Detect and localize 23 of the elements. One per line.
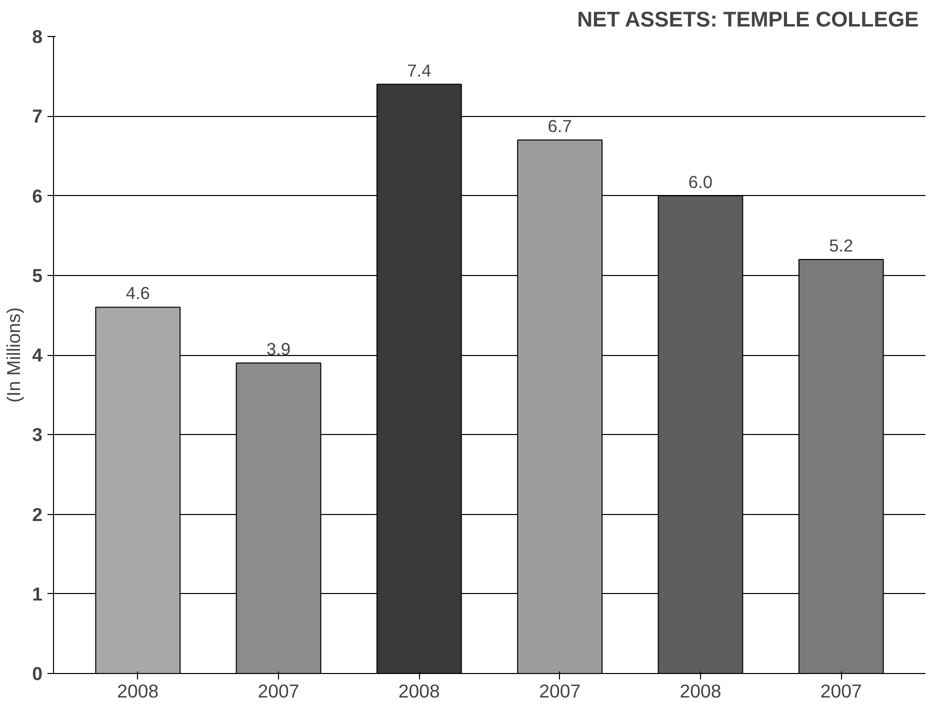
x-tick-label: 2007: [820, 680, 862, 702]
y-tick-label: 8: [32, 26, 43, 47]
y-tick-label: 0: [32, 663, 43, 684]
y-tick-label: 3: [32, 424, 43, 446]
data-label: 7.4: [407, 60, 432, 80]
data-label: 3.9: [266, 338, 291, 359]
x-tick-label: 2007: [258, 680, 300, 702]
y-axis-title: (In Millions): [3, 307, 24, 403]
x-tick-label: 2008: [398, 680, 440, 702]
data-label: 5.2: [829, 235, 854, 256]
x-tick-label: 2008: [117, 680, 159, 702]
data-label: 6.7: [548, 116, 572, 136]
y-tick-label: 5: [32, 264, 43, 286]
x-tick-label: 2008: [680, 680, 722, 702]
y-tick-label: 4: [32, 344, 44, 366]
y-tick-label: 1: [32, 583, 43, 604]
y-tick-label: 7: [32, 106, 43, 127]
y-tick-label: 6: [32, 185, 43, 206]
x-tick-label: 2007: [539, 680, 581, 702]
chart-title: NET ASSETS: TEMPLE COLLEGE: [577, 8, 919, 32]
data-label: 4.6: [126, 283, 150, 304]
y-tick-label: 2: [32, 504, 43, 525]
data-label: 6.0: [688, 172, 713, 192]
